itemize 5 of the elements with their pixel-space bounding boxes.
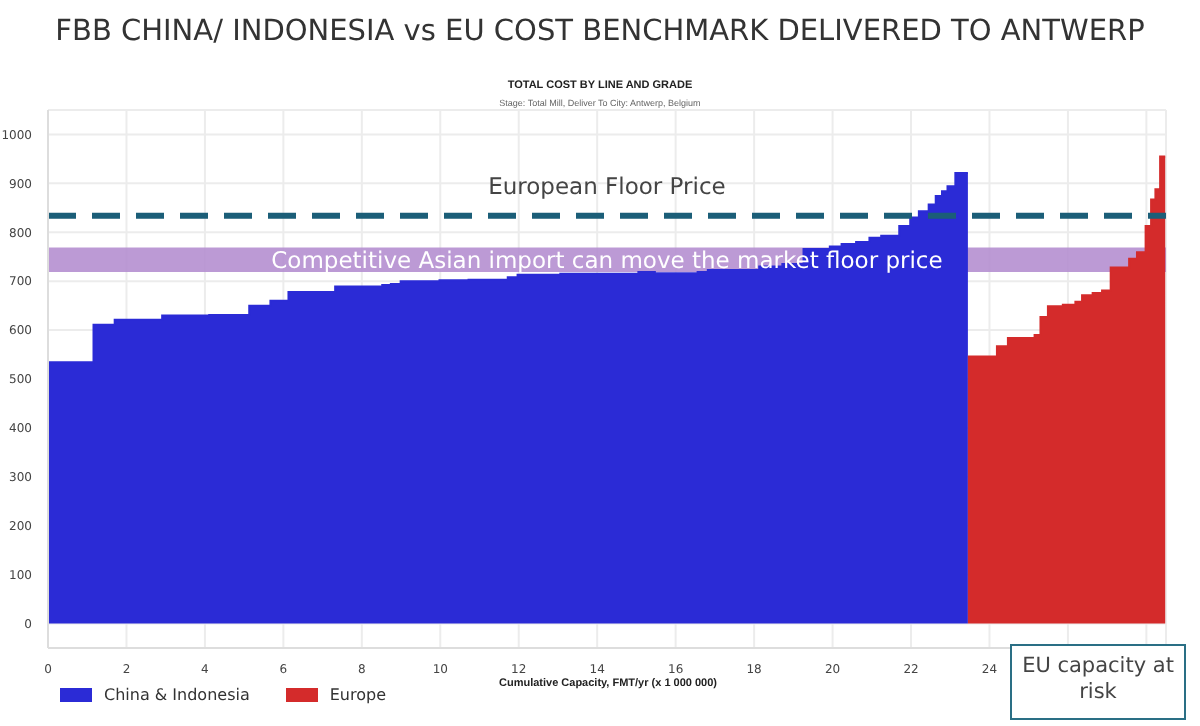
chart-title: FBB CHINA/ INDONESIA vs EU COST BENCHMARK DELIVERED TO ANTWERP [53,16,1147,48]
legend-label: Europe [327,686,387,704]
ref-line-label: European Floor Price [488,171,726,200]
legend-label: China & Indonesia [102,686,250,704]
callout-box: EU capacity at risk [1010,644,1186,720]
